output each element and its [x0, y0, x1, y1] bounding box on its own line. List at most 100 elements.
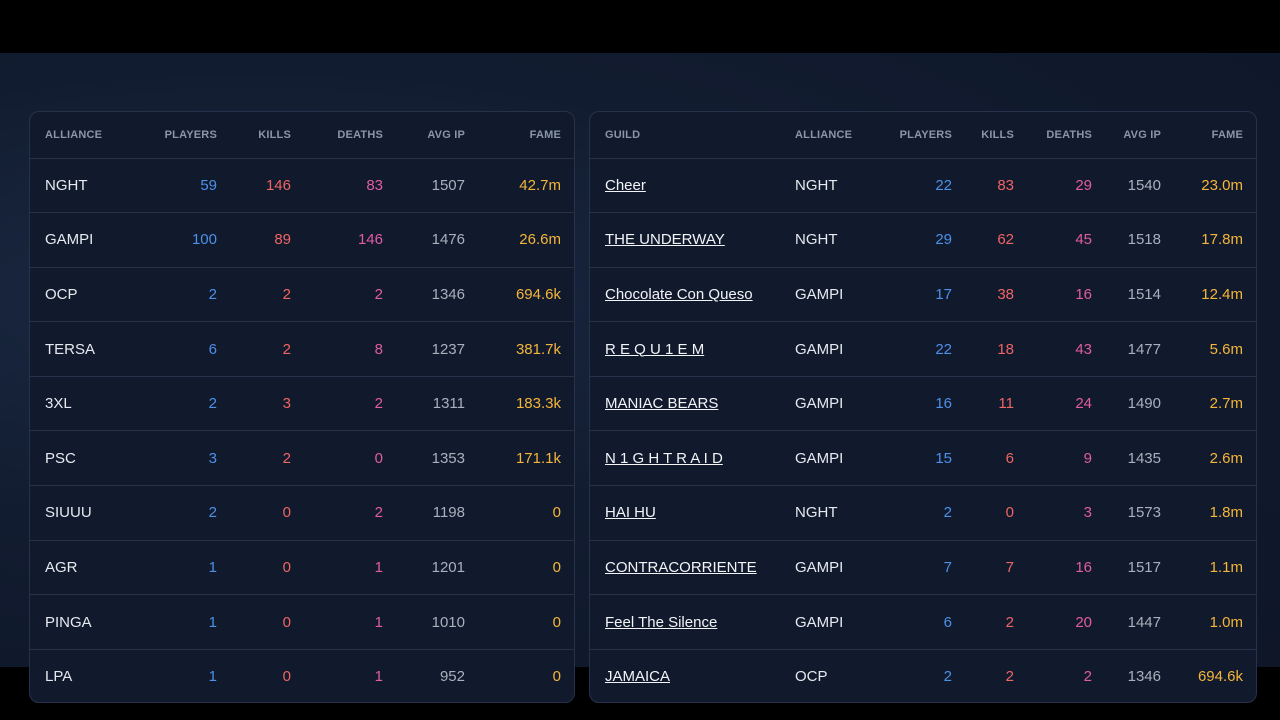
avg-ip-value: 1346 [431, 285, 465, 303]
guild-cell: R E Q U 1 E M [590, 322, 795, 377]
table-row[interactable]: PSC 3 2 0 1353 171.1k [30, 430, 574, 486]
players-count: 2 [943, 504, 952, 522]
kills-count: 38 [997, 285, 1014, 303]
table-row: Chocolate Con Queso GAMPI 17 38 16 1514 12.4m [590, 267, 1256, 322]
table-row: MANIAC BEARS GAMPI 16 11 24 1490 2.7m [590, 376, 1256, 431]
alliance-rows: NGHT 59 146 83 1507 42.7m GAMPI 100 89 146 1476 26.… [30, 158, 574, 702]
players-count: 1 [208, 668, 217, 686]
fame-value: 1.1m [1209, 558, 1243, 576]
fame-value: 5.6m [1209, 340, 1243, 358]
kills-count: 0 [282, 558, 291, 576]
avg-ip-value: 1514 [1127, 285, 1161, 303]
col-header-kills[interactable]: KILLS [258, 128, 291, 141]
table-row[interactable]: NGHT 59 146 83 1507 42.7m [30, 158, 574, 213]
table-row[interactable]: OCP 2 2 2 1346 694.6k [30, 267, 574, 322]
col-header-guild[interactable]: GUILD [605, 128, 641, 141]
col-header-alliance[interactable]: ALLIANCE [795, 128, 853, 141]
alliance-name: GAMPI [795, 285, 844, 303]
table-row: CONTRACORRIENTE GAMPI 7 7 16 1517 1.1m [590, 540, 1256, 595]
players-count: 2 [943, 668, 952, 686]
avg-ip-value: 1353 [431, 449, 465, 467]
alliance-name: NGHT [795, 504, 838, 522]
col-header-fame[interactable]: FAME [1211, 128, 1243, 141]
deaths-count: 9 [1083, 449, 1092, 467]
guild-cell: HAI HU [590, 486, 795, 541]
deaths-count: 1 [374, 613, 383, 631]
table-row[interactable]: AGR 1 0 1 1201 0 [30, 540, 574, 595]
players-count: 6 [208, 340, 217, 358]
guild-cell: N 1 G H T R A I D [590, 431, 795, 486]
guild-link[interactable]: CONTRACORRIENTE [605, 558, 757, 576]
avg-ip-value: 1346 [1127, 668, 1161, 686]
deaths-count: 29 [1075, 176, 1092, 194]
table-row[interactable]: 3XL 2 3 2 1311 183.3k [30, 376, 574, 431]
avg-ip-value: 1435 [1127, 449, 1161, 467]
table-row[interactable]: TERSA 6 2 8 1237 381.7k [30, 321, 574, 377]
col-header-fame[interactable]: FAME [529, 128, 561, 141]
fame-value: 17.8m [1201, 231, 1243, 249]
alliance-stats-table: ALLIANCE PLAYERS KILLS DEATHS AVG IP FAM… [30, 112, 574, 702]
guild-link[interactable]: Chocolate Con Queso [605, 285, 753, 303]
avg-ip-value: 1573 [1127, 504, 1161, 522]
table-row[interactable]: SIUUU 2 0 2 1198 0 [30, 485, 574, 541]
alliance-stats-panel: ALLIANCE PLAYERS KILLS DEATHS AVG IP FAM… [29, 111, 575, 703]
fame-value: 26.6m [519, 231, 561, 249]
table-row: Feel The Silence GAMPI 6 2 20 1447 1.0m [590, 594, 1256, 650]
kills-count: 11 [998, 395, 1014, 413]
col-header-avg-ip[interactable]: AVG IP [1123, 128, 1161, 141]
players-count: 3 [208, 449, 217, 467]
guild-link[interactable]: R E Q U 1 E M [605, 340, 705, 358]
col-header-players[interactable]: PLAYERS [899, 128, 952, 141]
deaths-count: 1 [374, 558, 383, 576]
players-count: 2 [208, 395, 217, 413]
alliance-name: AGR [45, 558, 78, 576]
players-count: 16 [935, 395, 952, 413]
table-row[interactable]: LPA 1 0 1 952 0 [30, 649, 574, 702]
avg-ip-value: 1540 [1127, 176, 1161, 194]
alliance-name: GAMPI [795, 340, 844, 358]
players-count: 17 [935, 285, 952, 303]
deaths-count: 24 [1075, 395, 1092, 413]
table-row[interactable]: GAMPI 100 89 146 1476 26.6m [30, 212, 574, 268]
fame-value: 1.0m [1209, 613, 1243, 631]
stats-screen: ALLIANCE PLAYERS KILLS DEATHS AVG IP FAM… [0, 53, 1280, 703]
fame-value: 42.7m [519, 176, 561, 194]
deaths-count: 2 [374, 504, 383, 522]
fame-value: 1.8m [1209, 504, 1243, 522]
guild-cell: MANIAC BEARS [590, 376, 795, 431]
guild-stats-table: GUILD ALLIANCE PLAYERS KILLS DEATHS AVG … [590, 112, 1256, 702]
guild-link[interactable]: JAMAICA [605, 668, 671, 686]
avg-ip-value: 1311 [432, 395, 465, 413]
table-row: Cheer NGHT 22 83 29 1540 23.0m [590, 158, 1256, 213]
fame-value: 694.6k [515, 285, 561, 303]
players-count: 22 [935, 340, 952, 358]
table-row[interactable]: PINGA 1 0 1 1010 0 [30, 594, 574, 650]
col-header-alliance[interactable]: ALLIANCE [45, 128, 103, 141]
guild-link[interactable]: MANIAC BEARS [605, 395, 719, 413]
avg-ip-value: 1476 [431, 231, 465, 249]
alliance-name: GAMPI [45, 231, 94, 249]
guild-cell: Cheer [590, 158, 795, 213]
guild-link[interactable]: HAI HU [605, 504, 656, 522]
col-header-players[interactable]: PLAYERS [164, 128, 217, 141]
deaths-count: 146 [357, 231, 383, 249]
guild-link[interactable]: N 1 G H T R A I D [605, 449, 723, 467]
deaths-count: 2 [374, 395, 383, 413]
guild-link[interactable]: Feel The Silence [605, 613, 718, 631]
fame-value: 0 [552, 558, 561, 576]
players-count: 29 [935, 231, 952, 249]
guild-link[interactable]: THE UNDERWAY [605, 231, 725, 249]
fame-value: 0 [552, 613, 561, 631]
col-header-deaths[interactable]: DEATHS [1046, 128, 1092, 141]
alliance-name: NGHT [795, 231, 838, 249]
guild-link[interactable]: Cheer [605, 176, 646, 194]
col-header-avg-ip[interactable]: AVG IP [427, 128, 465, 141]
alliance-name: PINGA [45, 613, 92, 631]
alliance-name: GAMPI [795, 558, 844, 576]
guild-cell: Feel The Silence [590, 595, 795, 650]
avg-ip-value: 952 [439, 668, 465, 686]
players-count: 22 [935, 176, 952, 194]
col-header-kills[interactable]: KILLS [981, 128, 1014, 141]
players-count: 7 [943, 558, 952, 576]
col-header-deaths[interactable]: DEATHS [337, 128, 383, 141]
